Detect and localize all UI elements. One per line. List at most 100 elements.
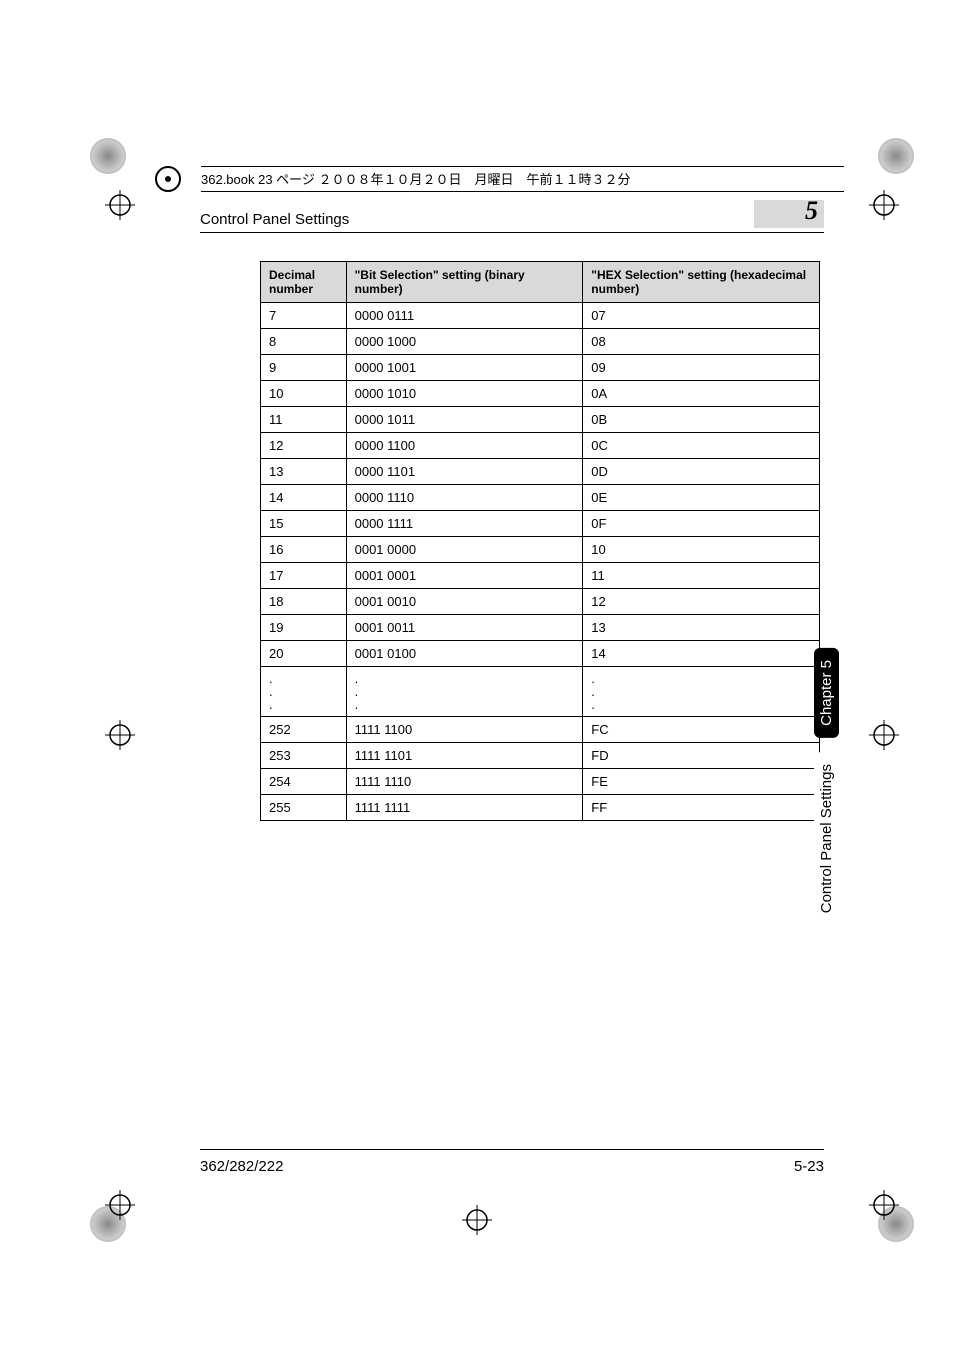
table-cell: 0000 1010	[346, 381, 583, 407]
table-cell: FC	[583, 717, 820, 743]
table-cell: 254	[261, 769, 347, 795]
table-cell: 1111 1111	[346, 795, 583, 821]
table-cell: 13	[583, 615, 820, 641]
table-cell: 0000 0111	[346, 303, 583, 329]
table-cell: 252	[261, 717, 347, 743]
table-cell: 255	[261, 795, 347, 821]
table-row: 130000 11010D	[261, 459, 820, 485]
print-rosette-icon	[878, 138, 914, 174]
registration-mark-icon	[462, 1205, 492, 1240]
table-cell: 11	[583, 563, 820, 589]
table-cell: 253	[261, 743, 347, 769]
chapter-number-box: 5	[754, 200, 824, 228]
table-cell: . . .	[583, 667, 820, 717]
table-cell: 0001 0011	[346, 615, 583, 641]
table-cell: 1111 1100	[346, 717, 583, 743]
table-row: 120000 11000C	[261, 433, 820, 459]
table-cell: 0C	[583, 433, 820, 459]
table-row: 2521111 1100FC	[261, 717, 820, 743]
table-row: 2531111 1101FD	[261, 743, 820, 769]
table-cell: 12	[261, 433, 347, 459]
table-row: 200001 010014	[261, 641, 820, 667]
table-cell: 10	[583, 537, 820, 563]
table-cell: FF	[583, 795, 820, 821]
table-cell: 19	[261, 615, 347, 641]
registration-mark-icon	[105, 190, 135, 220]
table-cell: 14	[583, 641, 820, 667]
footer-model: 362/282/222	[200, 1158, 283, 1175]
table-cell: 8	[261, 329, 347, 355]
table-cell: 07	[583, 303, 820, 329]
table-row: . . .. . .. . .	[261, 667, 820, 717]
table-row: 160001 000010	[261, 537, 820, 563]
table-cell: 7	[261, 303, 347, 329]
table-cell: 12	[583, 589, 820, 615]
col-header-hex: "HEX Selection" setting (hexadecimal num…	[583, 262, 820, 303]
table-cell: FD	[583, 743, 820, 769]
table-cell: 18	[261, 589, 347, 615]
table-cell: 0000 1000	[346, 329, 583, 355]
table-cell: 08	[583, 329, 820, 355]
table-cell: 16	[261, 537, 347, 563]
registration-mark-icon	[105, 1190, 135, 1220]
chapter-number: 5	[805, 196, 818, 226]
table-cell: 0001 0001	[346, 563, 583, 589]
table-cell: 0000 1100	[346, 433, 583, 459]
table-row: 70000 011107	[261, 303, 820, 329]
table-row: 100000 10100A	[261, 381, 820, 407]
side-tab-chapter: Chapter 5	[814, 648, 839, 738]
table-row: 170001 000111	[261, 563, 820, 589]
table-cell: 0001 0000	[346, 537, 583, 563]
table-cell: 0D	[583, 459, 820, 485]
table-cell: 1111 1101	[346, 743, 583, 769]
table-cell: 9	[261, 355, 347, 381]
registration-mark-icon	[869, 1190, 899, 1220]
registration-mark-icon	[869, 190, 899, 220]
page-footer: 362/282/222 5-23	[200, 1149, 824, 1175]
table-cell: 0001 0100	[346, 641, 583, 667]
running-header: Control Panel Settings 5	[200, 200, 824, 233]
table-cell: 15	[261, 511, 347, 537]
table-cell: 0000 1001	[346, 355, 583, 381]
table-row: 2541111 1110FE	[261, 769, 820, 795]
table-row: 140000 11100E	[261, 485, 820, 511]
table-cell: 0F	[583, 511, 820, 537]
table-header-row: Decimal number "Bit Selection" setting (…	[261, 262, 820, 303]
table-cell: FE	[583, 769, 820, 795]
binder-ring-icon	[155, 166, 181, 192]
table-row: 180001 001012	[261, 589, 820, 615]
table-cell: 14	[261, 485, 347, 511]
table-cell: 0000 1111	[346, 511, 583, 537]
table-row: 110000 10110B	[261, 407, 820, 433]
col-header-decimal: Decimal number	[261, 262, 347, 303]
table-cell: 0B	[583, 407, 820, 433]
table-row: 150000 11110F	[261, 511, 820, 537]
print-rosette-icon	[90, 138, 126, 174]
book-reference: 362.book 23 ページ ２００８年１０月２０日 月曜日 午前１１時３２分	[201, 172, 631, 187]
print-header: 362.book 23 ページ ２００８年１０月２０日 月曜日 午前１１時３２分	[155, 166, 844, 192]
registration-mark-icon	[869, 720, 899, 750]
side-tab-section: Control Panel Settings	[814, 752, 839, 925]
table-cell: 0000 1011	[346, 407, 583, 433]
table-cell: . . .	[261, 667, 347, 717]
table-row: 80000 100008	[261, 329, 820, 355]
table-row: 90000 100109	[261, 355, 820, 381]
footer-page-number: 5-23	[794, 1158, 824, 1175]
conversion-table: Decimal number "Bit Selection" setting (…	[260, 261, 820, 821]
table-row: 190001 001113	[261, 615, 820, 641]
registration-mark-icon	[105, 720, 135, 750]
table-cell: 17	[261, 563, 347, 589]
page-title: Control Panel Settings	[200, 211, 349, 228]
table-cell: 0001 0010	[346, 589, 583, 615]
table-cell: 13	[261, 459, 347, 485]
table-row: 2551111 1111FF	[261, 795, 820, 821]
table-cell: 0000 1101	[346, 459, 583, 485]
table-cell: 11	[261, 407, 347, 433]
table-cell: 0A	[583, 381, 820, 407]
col-header-binary: "Bit Selection" setting (binary number)	[346, 262, 583, 303]
table-cell: 0E	[583, 485, 820, 511]
table-cell: 1111 1110	[346, 769, 583, 795]
table-cell: . . .	[346, 667, 583, 717]
table-cell: 20	[261, 641, 347, 667]
table-cell: 09	[583, 355, 820, 381]
